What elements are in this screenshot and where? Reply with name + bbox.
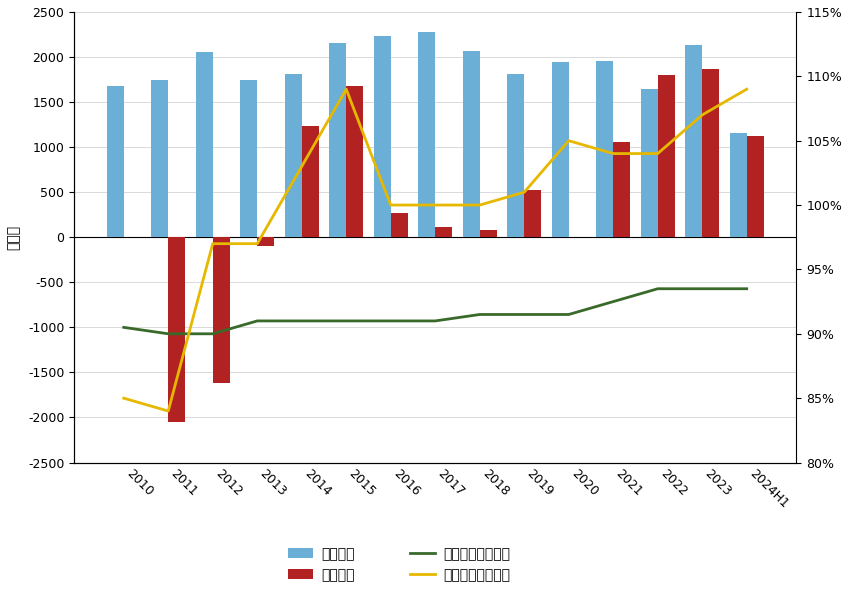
Bar xyxy=(463,50,480,237)
Bar xyxy=(436,227,453,237)
进口支付率（右） xyxy=(296,163,306,170)
Bar xyxy=(419,32,436,237)
Bar xyxy=(329,43,346,237)
Bar xyxy=(374,36,391,237)
Bar xyxy=(257,237,274,246)
Bar xyxy=(107,86,124,237)
出口收入率（右） xyxy=(252,317,262,324)
Bar xyxy=(747,136,763,237)
进口支付率（右） xyxy=(252,240,262,247)
出口收入率（右） xyxy=(653,285,663,292)
进口支付率（右） xyxy=(697,111,707,119)
出口收入率（右） xyxy=(163,330,173,337)
Legend: 出口少收, 进口多付, 出口收入率（右）, 进口支付率（右）: 出口少收, 进口多付, 出口收入率（右）, 进口支付率（右） xyxy=(288,547,510,582)
Bar xyxy=(196,52,213,237)
进口支付率（右） xyxy=(742,85,752,93)
Bar xyxy=(730,133,747,237)
出口收入率（右） xyxy=(742,285,752,292)
进口支付率（右） xyxy=(119,394,129,401)
进口支付率（右） xyxy=(653,150,663,157)
Bar xyxy=(391,213,408,237)
Bar xyxy=(151,79,168,237)
Bar xyxy=(702,69,719,237)
进口支付率（右） xyxy=(430,202,441,209)
Bar xyxy=(524,190,541,237)
Line: 进口支付率（右）: 进口支付率（右） xyxy=(124,89,747,411)
出口收入率（右） xyxy=(608,298,618,305)
Bar xyxy=(685,45,702,237)
Bar xyxy=(613,142,630,237)
进口支付率（右） xyxy=(564,137,574,144)
出口收入率（右） xyxy=(208,330,218,337)
出口收入率（右） xyxy=(119,324,129,331)
Bar xyxy=(213,237,229,383)
出口收入率（右） xyxy=(564,311,574,318)
Bar xyxy=(552,62,569,237)
进口支付率（右） xyxy=(475,202,485,209)
进口支付率（右） xyxy=(608,150,618,157)
进口支付率（右） xyxy=(341,85,351,93)
Line: 出口收入率（右）: 出口收入率（右） xyxy=(124,289,747,334)
出口收入率（右） xyxy=(341,317,351,324)
出口收入率（右） xyxy=(430,317,441,324)
出口收入率（右） xyxy=(519,311,529,318)
Bar xyxy=(240,79,257,237)
出口收入率（右） xyxy=(385,317,396,324)
Bar xyxy=(284,74,301,237)
Y-axis label: 亿美元: 亿美元 xyxy=(7,225,21,250)
出口收入率（右） xyxy=(697,285,707,292)
进口支付率（右） xyxy=(208,240,218,247)
Bar xyxy=(596,60,613,237)
Bar xyxy=(658,75,675,237)
进口支付率（右） xyxy=(385,202,396,209)
Bar xyxy=(346,86,363,237)
进口支付率（右） xyxy=(163,407,173,415)
Bar xyxy=(480,230,497,237)
进口支付率（右） xyxy=(519,189,529,196)
出口收入率（右） xyxy=(296,317,306,324)
Bar xyxy=(508,74,524,237)
Bar xyxy=(301,126,318,237)
Bar xyxy=(641,88,658,237)
出口收入率（右） xyxy=(475,311,485,318)
Bar xyxy=(168,237,185,422)
